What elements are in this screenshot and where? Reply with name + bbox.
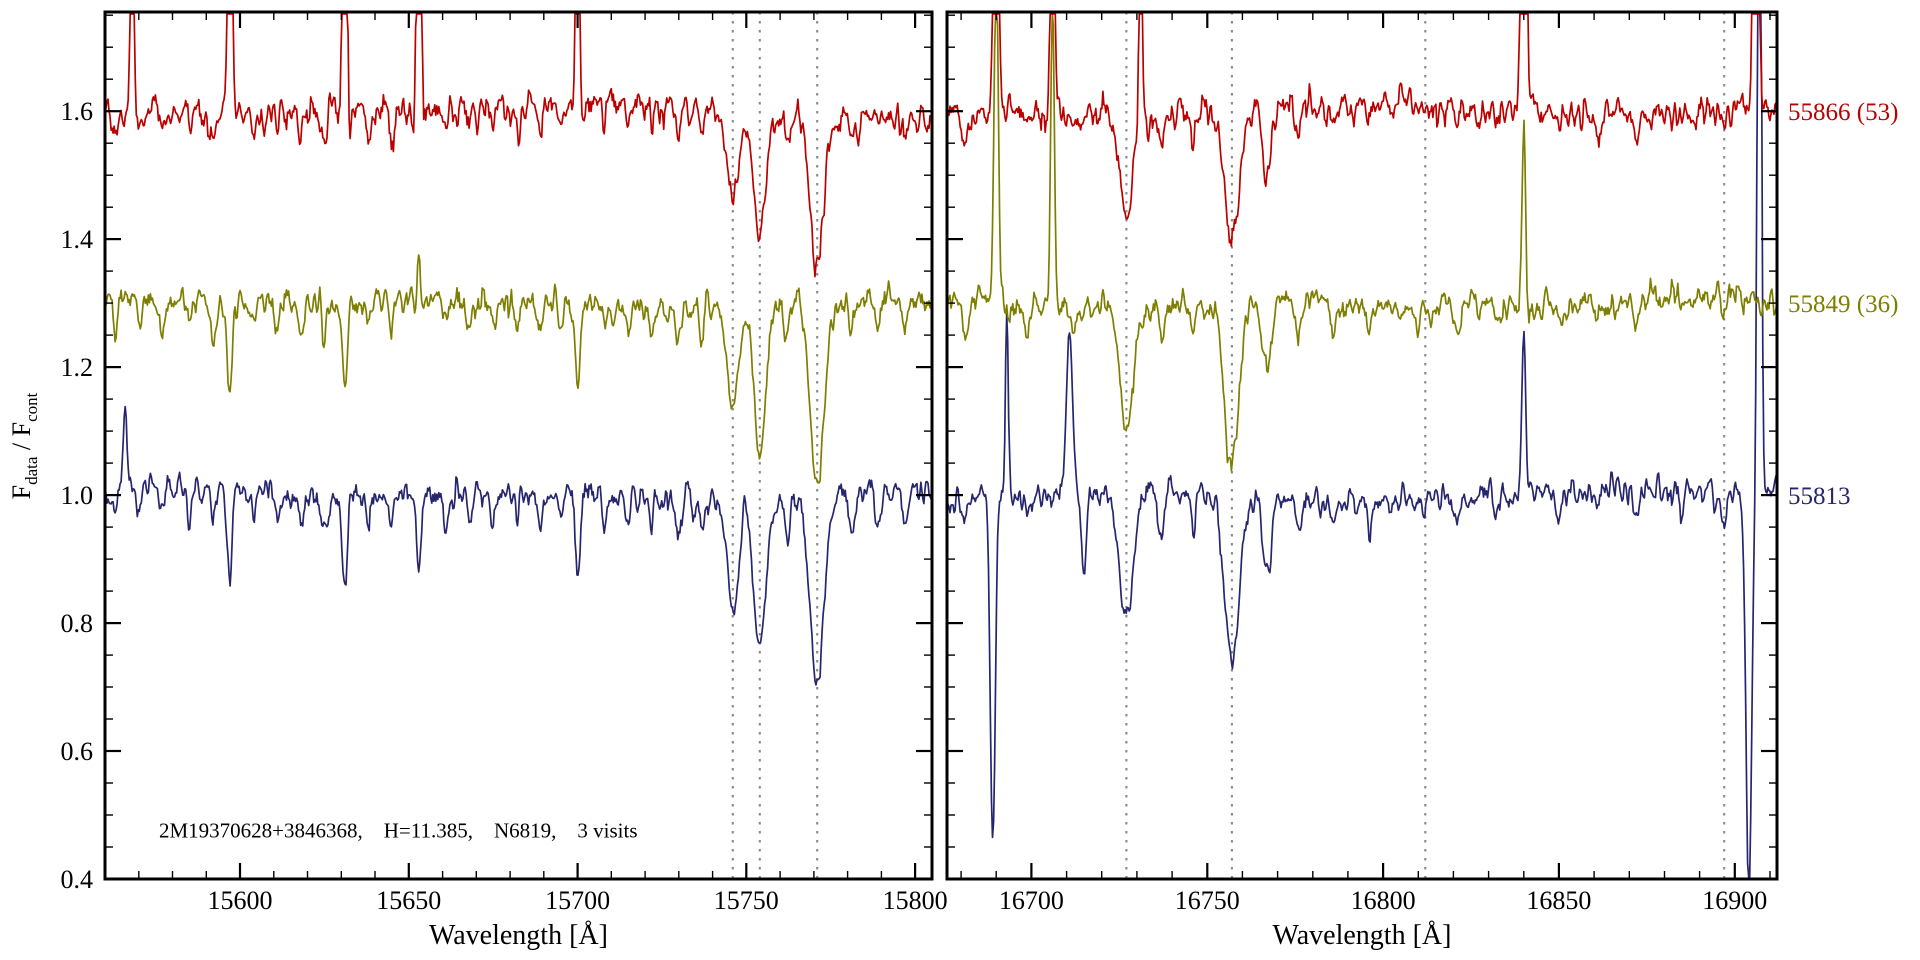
x-tick-label: 16850: [1526, 886, 1591, 915]
spectrum-trace-55866: [104, 13, 933, 278]
spectrum-trace-55849: [104, 254, 933, 484]
y-tick-label: 0.6: [61, 737, 94, 766]
x-tick-label: 16700: [999, 886, 1064, 915]
x-tick-label: 16800: [1351, 886, 1416, 915]
x-tick-label: 15750: [714, 886, 779, 915]
x-tick-label: 16750: [1175, 886, 1240, 915]
x-tick-label: 15600: [208, 886, 273, 915]
panel-frame: [103, 10, 934, 881]
series-label-55866: 55866 (53): [1788, 99, 1898, 126]
spectrum-trace-55866: [946, 13, 1778, 247]
y-tick-label: 0.8: [61, 609, 94, 638]
panel-frame: [945, 10, 1779, 881]
spectrum-trace-55813: [104, 405, 933, 686]
x-axis-title: Wavelength [Å]: [429, 920, 608, 951]
y-tick-label: 1.2: [61, 353, 94, 382]
y-tick-label: 1.6: [61, 97, 94, 126]
target-annotation: 2M19370628+3846368, H=11.385, N6819, 3 v…: [159, 818, 638, 842]
y-tick-label: 1.4: [61, 225, 94, 254]
x-tick-label: 16900: [1702, 886, 1767, 915]
y-tick-label: 0.4: [61, 865, 94, 894]
panel-0: 15600 15650 15700 15750 15800 0.4 0.6 0.8 1.0 1.2…: [61, 10, 948, 951]
y-tick-label: 1.0: [61, 481, 94, 510]
x-axis-title: Wavelength [Å]: [1273, 920, 1452, 951]
spectrum-trace-55813: [946, 13, 1778, 878]
panel-1: 16700 16750 16800 16850 16900 Wavelength [Å]: [945, 10, 1779, 951]
x-tick-label: 15650: [376, 886, 441, 915]
spectrum-trace-55849: [946, 13, 1778, 472]
series-label-55849: 55849 (36): [1788, 291, 1898, 318]
series-label-55813: 55813: [1788, 483, 1851, 510]
y-axis-title: Fdata / Fcont: [7, 392, 41, 499]
x-tick-label: 15700: [545, 886, 610, 915]
x-tick-label: 15800: [883, 886, 948, 915]
